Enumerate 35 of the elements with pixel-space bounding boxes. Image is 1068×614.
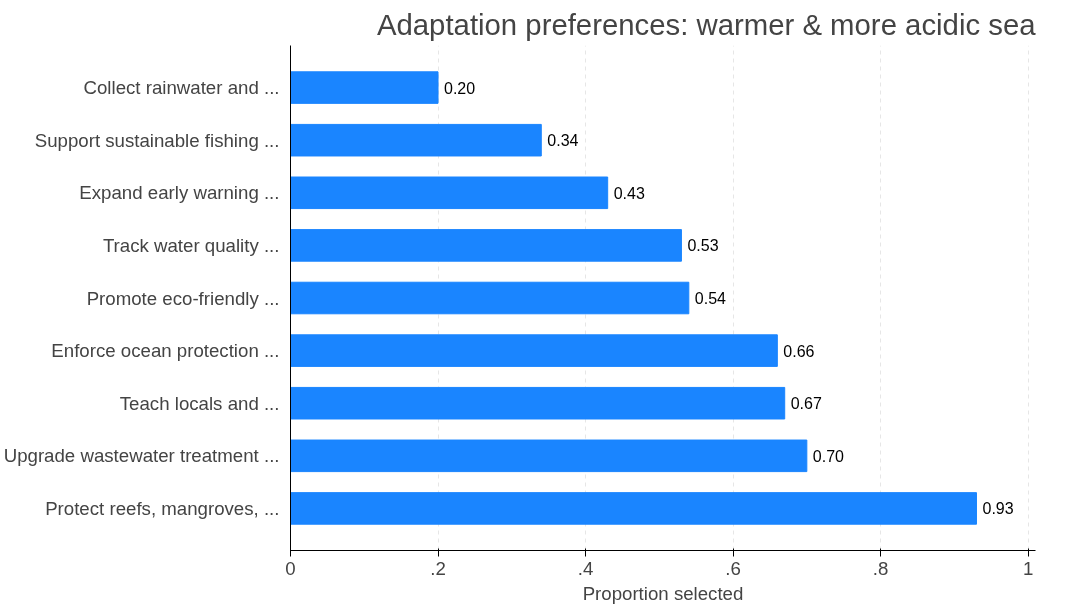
- bar: [290, 492, 977, 525]
- bar: [290, 439, 808, 473]
- y-tick-label: Upgrade wastewater treatment ...: [3, 445, 280, 467]
- bar: [290, 229, 682, 262]
- y-tick-label: Support sustainable fishing ...: [34, 129, 280, 151]
- bar: [290, 386, 786, 420]
- data-label: 0.43: [613, 184, 645, 202]
- y-tick-label: Expand early warning ...: [79, 182, 280, 204]
- bar: [290, 176, 609, 210]
- y-tick-label: Teach locals and ...: [119, 392, 280, 414]
- bar: [290, 281, 690, 315]
- y-tick-label: Track water quality ...: [102, 234, 280, 256]
- x-tick-label: .6: [725, 557, 741, 579]
- y-tick-label: Collect rainwater and ...: [83, 77, 280, 99]
- bar: [290, 71, 439, 104]
- x-tick-label: .8: [872, 557, 889, 579]
- x-tick-label: 1: [1022, 557, 1034, 579]
- y-tick-label: Protect reefs, mangroves, ...: [45, 497, 280, 519]
- data-label: 0.67: [790, 395, 822, 413]
- x-tick-label: 0: [285, 557, 296, 579]
- data-label: 0.53: [687, 237, 719, 255]
- chart-title: Adaptation preferences: warmer & more acidic sea: [376, 7, 1037, 41]
- x-tick-label: .4: [577, 557, 594, 579]
- x-axis-title: Proportion selected: [582, 582, 744, 604]
- bar: [290, 334, 778, 367]
- data-label: 0.34: [547, 132, 579, 150]
- y-tick-label: Promote eco-friendly ...: [86, 287, 280, 309]
- data-label: 0.54: [694, 290, 727, 307]
- x-tick-label: .2: [430, 557, 446, 579]
- data-label: 0.70: [812, 447, 845, 465]
- data-label: 0.93: [982, 500, 1014, 518]
- data-label: 0.66: [783, 342, 815, 360]
- y-tick-label: Enforce ocean protection ...: [51, 340, 280, 362]
- bar: [290, 123, 542, 157]
- data-label: 0.20: [444, 79, 476, 97]
